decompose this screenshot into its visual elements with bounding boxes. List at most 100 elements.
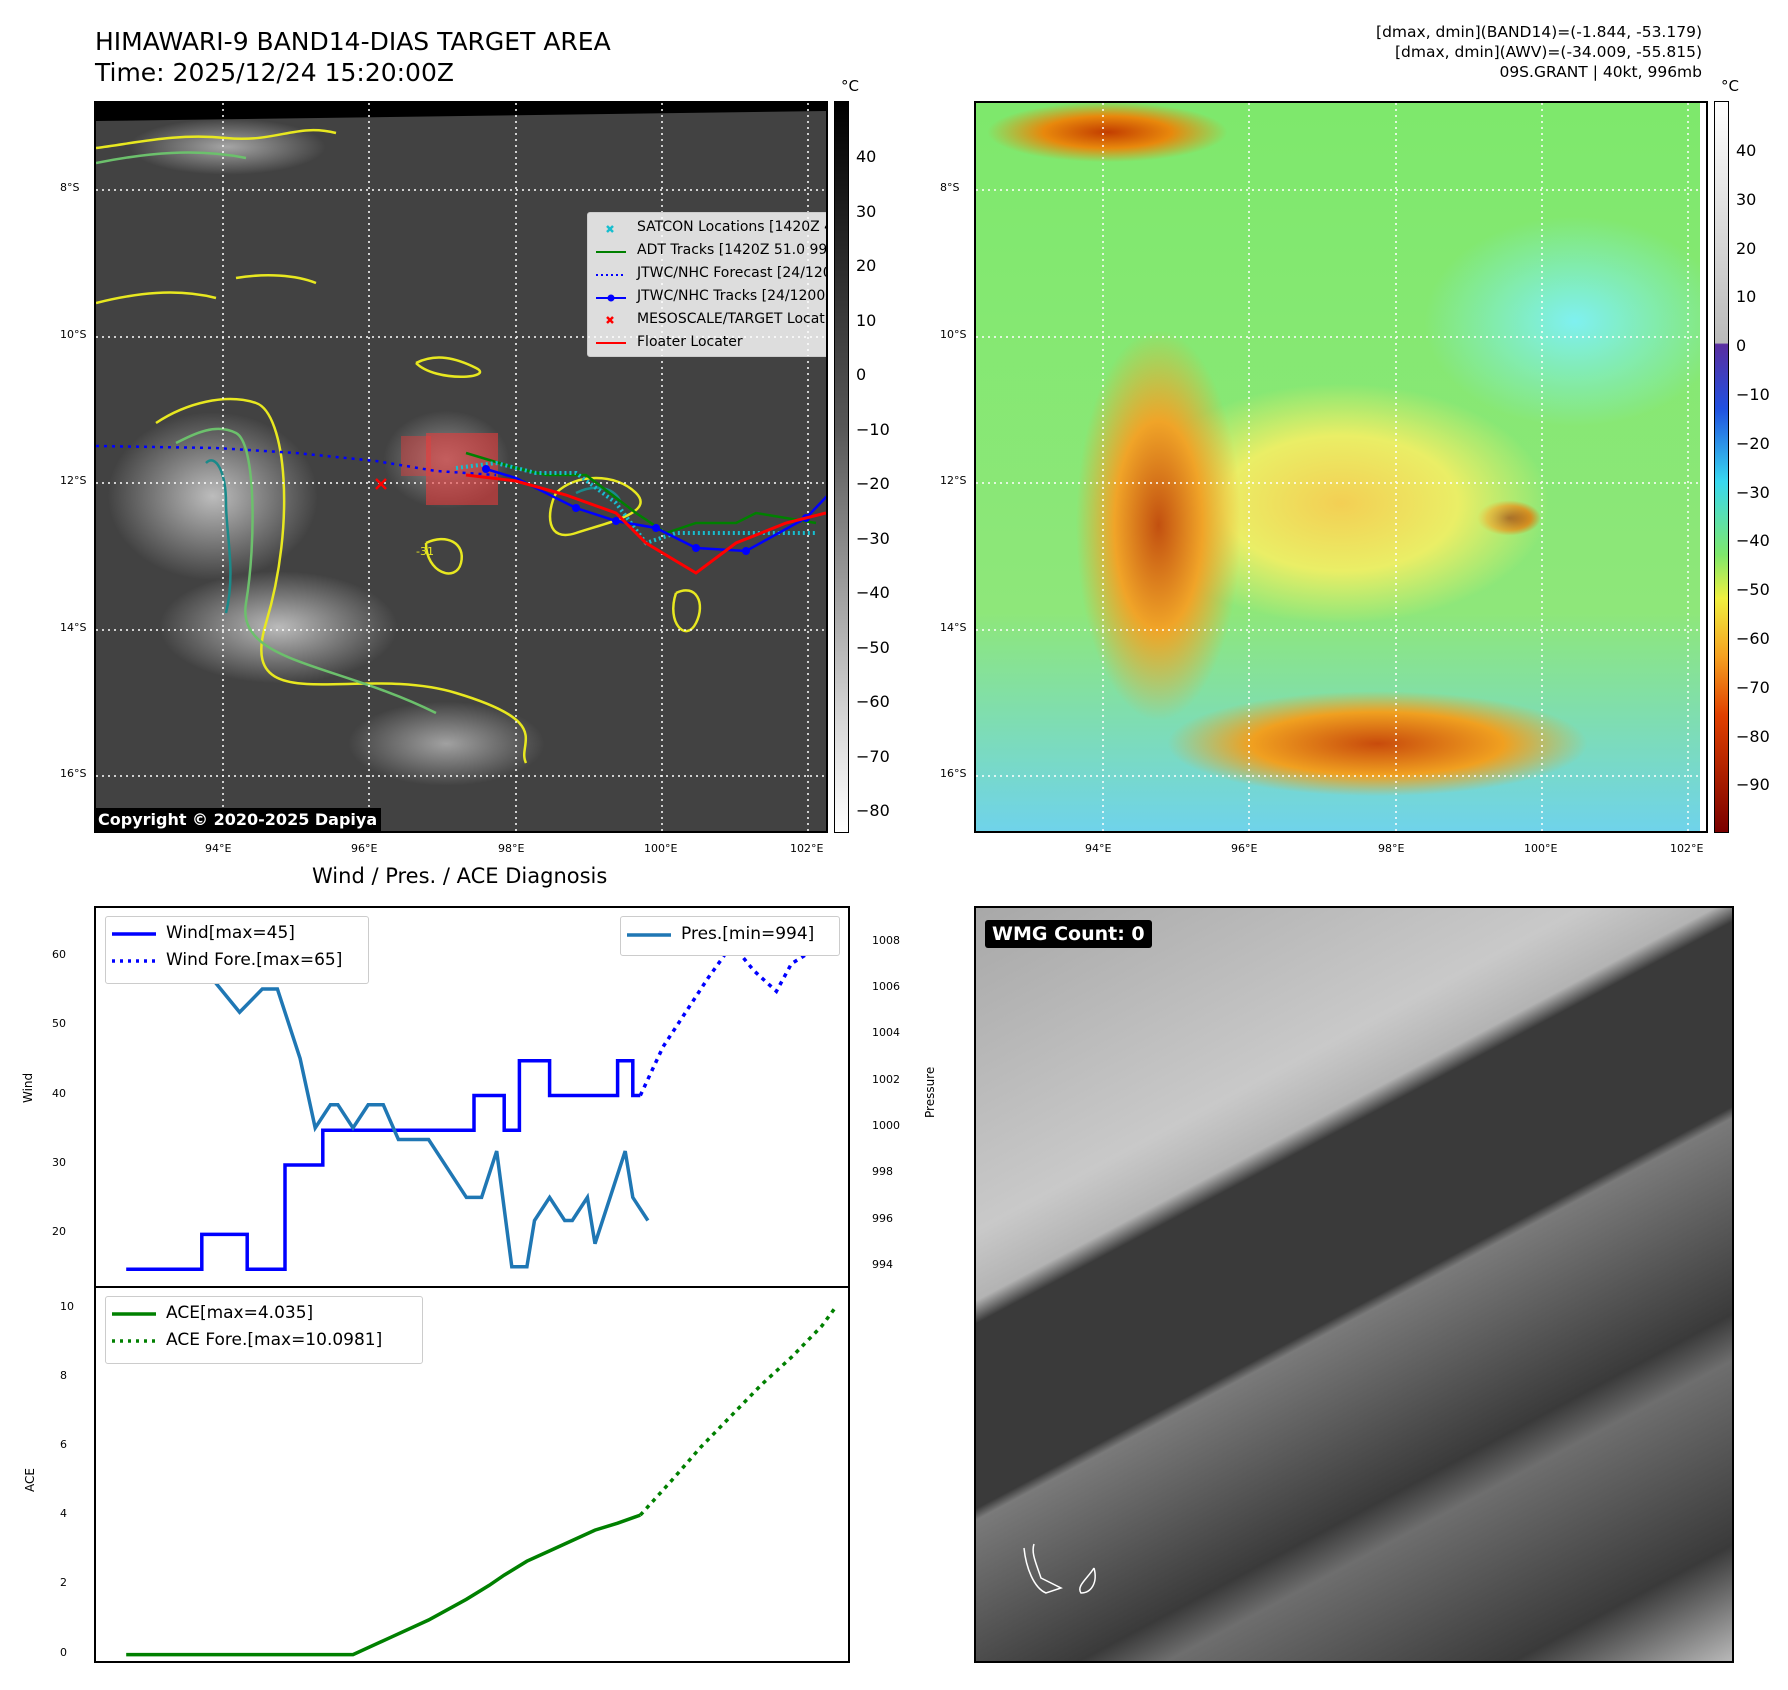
contour-label: -31	[416, 545, 434, 558]
info-block: [dmax, dmin](BAND14)=(-1.844, -53.179) […	[1376, 22, 1702, 82]
ir-colorbar-tick: −50	[856, 637, 890, 657]
pressure-tick: 1002	[872, 1072, 900, 1086]
lat-label: 8°S	[60, 181, 80, 194]
ir-missing-data-strip	[96, 103, 826, 121]
ir-colorbar-tick: 40	[856, 147, 877, 166]
wind-tick: 20	[52, 1225, 66, 1239]
pressure-tick: 1008	[872, 933, 900, 947]
title-line-1: HIMAWARI-9 BAND14-DIAS TARGET AREA	[95, 27, 611, 56]
lon-label: 94°E	[1085, 842, 1112, 855]
ace-legend: ACE[max=4.035] ACE Fore.[max=10.0981]	[105, 1296, 423, 1364]
ir-colorbar-tick: −70	[856, 746, 890, 766]
ir-colorbar-tick: −40	[856, 583, 890, 602]
awv-colorbar-unit: °C	[1721, 77, 1739, 95]
legend-ace-forecast: ACE Fore.[max=10.0981]	[166, 1330, 383, 1350]
lon-label: 100°E	[644, 842, 678, 855]
ir-colorbar	[834, 101, 849, 833]
ace-tick: 4	[60, 1507, 67, 1521]
wind-legend: Wind[max=45] Wind Fore.[max=65]	[105, 916, 369, 984]
awv-colorbar-tick: −20	[1736, 433, 1770, 453]
ir-colorbar-tick: −30	[856, 528, 890, 548]
ir-satellite-map: -31 SATCON Locations [1420Z 42 994] ADT …	[94, 101, 828, 833]
lat-label: 10°S	[60, 328, 87, 341]
lat-label: 14°S	[940, 621, 967, 634]
wind-tick: 30	[52, 1155, 66, 1169]
legend-pressure: Pres.[min=994]	[681, 924, 815, 944]
copyright-badge: Copyright © 2020-2025 Dapiya	[94, 808, 382, 832]
lon-label: 102°E	[790, 842, 824, 855]
ace-tick: 8	[60, 1368, 67, 1382]
wind-pressure-chart: Wind[max=45] Wind Fore.[max=65] Pres.[mi…	[94, 906, 850, 1288]
wind-tick: 40	[52, 1086, 66, 1100]
pressure-tick: 1000	[872, 1118, 900, 1132]
pressure-tick: 1004	[872, 1026, 900, 1040]
legend-wind-forecast: Wind Fore.[max=65]	[166, 950, 343, 970]
awv-colorbar-tick: −90	[1736, 775, 1770, 795]
awv-colorbar-tick: 30	[1736, 189, 1757, 209]
legend-jtwc-forecast: JTWC/NHC Forecast [24/1200Z]	[637, 265, 826, 281]
awv-colorbar-tick: −40	[1736, 531, 1770, 551]
lat-label: 12°S	[60, 474, 87, 487]
legend-ace: ACE[max=4.035]	[166, 1303, 314, 1323]
wmg-count-badge: WMG Count: 0	[985, 920, 1152, 948]
awv-colorbar-tick: −50	[1736, 580, 1770, 600]
ir-colorbar-tick: 0	[856, 365, 867, 384]
wind-tick: 60	[52, 947, 66, 961]
lon-label: 96°E	[1231, 842, 1258, 855]
floater-locater-track	[465, 473, 826, 575]
wmg-overlay	[1023, 1543, 1096, 1594]
legend-mesoscale: MESOSCALE/TARGET Location	[637, 311, 828, 327]
figure-title: HIMAWARI-9 BAND14-DIAS TARGET AREA Time:…	[95, 26, 611, 88]
legend-jtwc-tracks: JTWC/NHC Tracks [24/1200Z]	[637, 288, 828, 304]
series-line-ace-fore-	[639, 1304, 839, 1517]
info-storm: 09S.GRANT | 40kt, 996mb	[1499, 63, 1702, 81]
awv-gridlines	[976, 103, 1706, 831]
awv-colorbar-tick: −60	[1736, 629, 1770, 648]
lat-label: 12°S	[940, 474, 967, 487]
legend-adt: ADT Tracks [1420Z 51.0 994.9]	[637, 242, 828, 258]
pressure-axis-label: Pressure	[923, 1066, 937, 1118]
lon-label: 102°E	[1670, 842, 1704, 855]
series-line-wind-fore-	[638, 920, 839, 1097]
awv-colorbar-tick: 20	[1736, 238, 1757, 258]
pressure-tick: 1006	[872, 980, 900, 994]
awv-colorbar-tick: −70	[1736, 677, 1770, 697]
series-line-pres-	[126, 917, 650, 1269]
wmg-contour-1	[1023, 1543, 1063, 1594]
awv-colorbar-tick: 0	[1736, 336, 1747, 356]
ir-colorbar-tick: 20	[856, 256, 877, 275]
lon-label: 100°E	[1524, 842, 1558, 855]
jtwc-track-points	[482, 465, 810, 555]
awv-colorbar-tick: 40	[1736, 141, 1757, 160]
legend-handles	[596, 225, 626, 344]
ace-tick: 6	[60, 1438, 67, 1452]
lon-label: 94°E	[205, 842, 232, 855]
ir-map-overlay: -31	[96, 103, 826, 831]
lat-label: 14°S	[60, 621, 87, 634]
pressure-tick: 996	[872, 1211, 893, 1225]
awv-map	[974, 101, 1708, 833]
jtwc-forecast-track	[96, 444, 497, 477]
wmg-contour-2	[1079, 1567, 1096, 1594]
ace-tick: 2	[60, 1576, 67, 1590]
ir-colorbar-unit: °C	[841, 77, 859, 95]
awv-colorbar	[1714, 101, 1729, 833]
mesoscale-target-marker	[375, 478, 387, 490]
ir-colorbar-tick: −20	[856, 474, 890, 493]
adt-track	[465, 451, 817, 535]
map-legend: SATCON Locations [1420Z 42 994] ADT Trac…	[587, 212, 828, 357]
title-line-2: Time: 2025/12/24 15:20:00Z	[95, 58, 454, 87]
lat-label: 10°S	[940, 328, 967, 341]
jtwc-track	[485, 467, 826, 553]
ir-colorbar-tick: −10	[856, 419, 890, 439]
awv-colorbar-tick: −30	[1736, 482, 1770, 502]
ir-colorbar-tick: −60	[856, 692, 890, 711]
series-line-ace	[126, 1513, 641, 1657]
lat-label: 8°S	[940, 181, 960, 194]
pressure-tick: 998	[872, 1165, 893, 1179]
lat-label: 16°S	[60, 767, 87, 780]
info-band14-range: [dmax, dmin](BAND14)=(-1.844, -53.179)	[1376, 23, 1702, 41]
lon-label: 98°E	[1378, 842, 1405, 855]
legend-satcon: SATCON Locations [1420Z 42 994]	[637, 219, 826, 235]
awv-colorbar-tick: −80	[1736, 726, 1770, 746]
